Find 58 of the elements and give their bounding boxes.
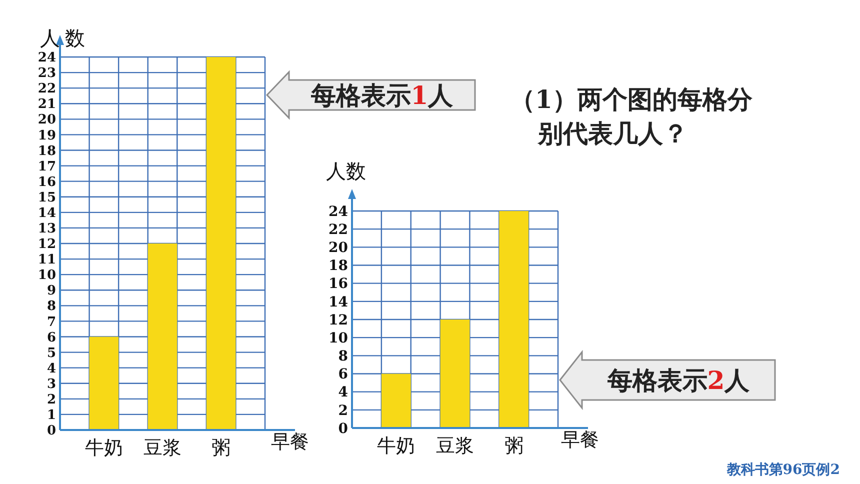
y-tick-label: 8: [46, 299, 56, 314]
y-tick-label: 6: [338, 366, 348, 383]
y-tick-label: 16: [38, 174, 56, 190]
y-tick-label: 22: [328, 222, 348, 238]
y-axis-title: 人数: [326, 159, 366, 183]
y-tick-label: 12: [38, 237, 56, 252]
y-tick-label: 10: [38, 268, 56, 284]
y-tick-label: 6: [46, 330, 56, 346]
y-tick-label: 13: [38, 222, 56, 237]
y-tick-label: 1: [46, 408, 56, 424]
bar: [440, 320, 470, 428]
y-tick-label: 4: [46, 361, 56, 376]
x-tick-label: 牛奶: [84, 437, 123, 459]
y-tick-label: 19: [38, 128, 56, 144]
y-tick-label: 22: [38, 82, 56, 97]
y-tick-label: 17: [38, 159, 56, 174]
y-tick-label: 14: [328, 294, 348, 310]
y-tick-label: 21: [38, 97, 56, 112]
y-tick-label: 20: [328, 240, 348, 256]
x-tick-label: 粥: [504, 435, 524, 457]
text: （1）两个图的每格分别代表几人？: [510, 85, 754, 148]
y-tick-label: 14: [38, 206, 56, 221]
y-tick-label: 20: [38, 112, 56, 128]
y-tick-label: 24: [38, 50, 56, 66]
text: 教科书第96页例2: [726, 462, 840, 478]
bar: [89, 336, 119, 430]
x-axis-title: 早餐: [561, 429, 599, 451]
bar: [381, 374, 411, 428]
y-tick-label: 12: [328, 312, 348, 328]
y-tick-label: 7: [46, 314, 56, 330]
bar: [499, 211, 529, 428]
y-tick-label: 3: [46, 376, 56, 392]
y-tick-label: 5: [46, 346, 56, 361]
y-tick-label: 15: [38, 190, 56, 206]
y-tick-label: 23: [38, 66, 56, 82]
y-tick-label: 2: [46, 392, 56, 408]
y-tick-label: 10: [328, 330, 348, 346]
y-axis-title: 人数: [40, 26, 85, 50]
y-tick-label: 16: [328, 276, 348, 292]
x-axis-title: 早餐: [271, 431, 309, 453]
y-tick-label: 8: [338, 348, 348, 365]
y-tick-label: 9: [46, 284, 56, 299]
y-tick-label: 11: [38, 252, 56, 268]
text: 每格表示2人: [606, 366, 751, 395]
x-tick-label: 豆浆: [144, 437, 182, 459]
y-tick-label: 18: [38, 144, 56, 159]
y-tick-label: 18: [328, 258, 348, 274]
y-tick-label: 0: [338, 420, 348, 437]
bar: [206, 57, 236, 430]
y-tick-label: 0: [46, 424, 56, 439]
y-tick-label: 2: [338, 402, 348, 419]
x-tick-label: 牛奶: [377, 435, 416, 457]
y-tick-label: 4: [338, 384, 348, 401]
bar: [148, 244, 178, 430]
x-tick-label: 粥: [212, 437, 231, 459]
x-tick-label: 豆浆: [436, 435, 474, 457]
text: 每格表示1人: [310, 81, 454, 110]
y-tick-label: 24: [328, 204, 348, 220]
